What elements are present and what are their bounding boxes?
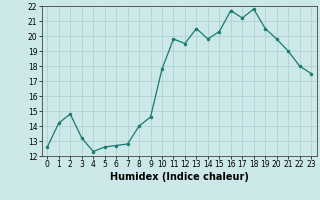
- X-axis label: Humidex (Indice chaleur): Humidex (Indice chaleur): [110, 172, 249, 182]
